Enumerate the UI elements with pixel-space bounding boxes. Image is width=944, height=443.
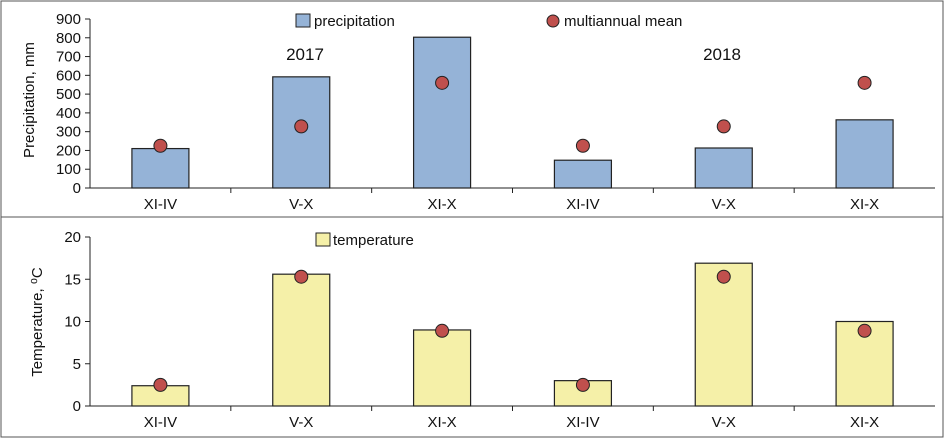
y-tick-label: 0 (73, 180, 81, 197)
year-annotation-2017: 2017 (286, 45, 324, 64)
x-tick-label: V-X (712, 196, 736, 213)
bar-series (131, 262, 894, 407)
y-tick-label: 5 (73, 356, 81, 373)
mean-marker (575, 138, 590, 153)
bar-series (131, 36, 894, 189)
y-axis-label: Temperature, ⁰C (29, 267, 46, 377)
y-tick-label: 200 (56, 142, 81, 159)
legend: precipitation multiannual mean (295, 13, 682, 30)
legend-label-precipitation: precipitation (314, 13, 395, 30)
y-tick-label: 20 (64, 229, 81, 246)
x-tick-label: XI-IV (566, 414, 599, 431)
bar (412, 36, 472, 189)
legend-label-temperature: temperature (333, 232, 414, 249)
mean-marker (716, 269, 731, 284)
x-tick-label: XI-X (427, 414, 456, 431)
legend: temperature (315, 232, 414, 249)
precipitation-panel: Precipitation, mm 0100200300400500600700… (21, 11, 935, 213)
bar (412, 329, 472, 407)
legend-swatch-precipitation (295, 13, 311, 28)
y-tick-label: 100 (56, 161, 81, 178)
mean-marker (153, 377, 168, 392)
bar (131, 147, 190, 189)
mean-marker (857, 323, 872, 338)
mean-marker (575, 377, 590, 392)
bar (835, 119, 894, 189)
y-tick-label: 500 (56, 86, 81, 103)
x-tick-label: XI-X (850, 196, 879, 213)
mean-marker (294, 269, 309, 284)
mean-marker (435, 323, 450, 338)
marker-series (153, 269, 872, 392)
y-tick-label: 300 (56, 124, 81, 141)
bar (694, 262, 753, 407)
legend-swatch-temperature (315, 232, 331, 247)
y-tick-labels: 0 5 10 15 20 (64, 229, 90, 415)
legend-marker-mean (546, 14, 560, 28)
x-tick-label: XI-IV (144, 196, 177, 213)
y-tick-label: 15 (64, 271, 81, 288)
mean-marker (435, 75, 450, 90)
y-tick-label: 10 (64, 314, 81, 331)
y-tick-label: 800 (56, 30, 81, 47)
y-tick-label: 600 (56, 67, 81, 84)
bar (694, 147, 753, 189)
x-tick-labels: XI-IV V-X XI-X XI-IV V-X XI-X (144, 406, 879, 431)
y-axis-label: Precipitation, mm (21, 42, 38, 158)
year-annotation-2018: 2018 (703, 45, 741, 64)
x-tick-label: XI-X (427, 196, 456, 213)
mean-marker (857, 75, 872, 90)
legend-label-mean: multiannual mean (564, 13, 682, 30)
y-tick-label: 700 (56, 49, 81, 66)
x-tick-label: XI-IV (566, 196, 599, 213)
y-tick-label: 0 (73, 398, 81, 415)
mean-marker (294, 119, 309, 134)
x-tick-label: XI-X (850, 414, 879, 431)
x-tick-label: V-X (289, 414, 313, 431)
x-tick-label: XI-IV (144, 414, 177, 431)
marker-series (153, 75, 872, 153)
bar (553, 159, 613, 189)
x-tick-labels: XI-IV V-X XI-X XI-IV V-X XI-X (144, 188, 879, 213)
mean-marker (716, 119, 731, 134)
x-tick-label: V-X (712, 414, 736, 431)
y-tick-label: 900 (56, 11, 81, 28)
x-tick-label: V-X (289, 196, 313, 213)
y-tick-label: 400 (56, 105, 81, 122)
bar (272, 273, 331, 407)
mean-marker (153, 138, 168, 153)
